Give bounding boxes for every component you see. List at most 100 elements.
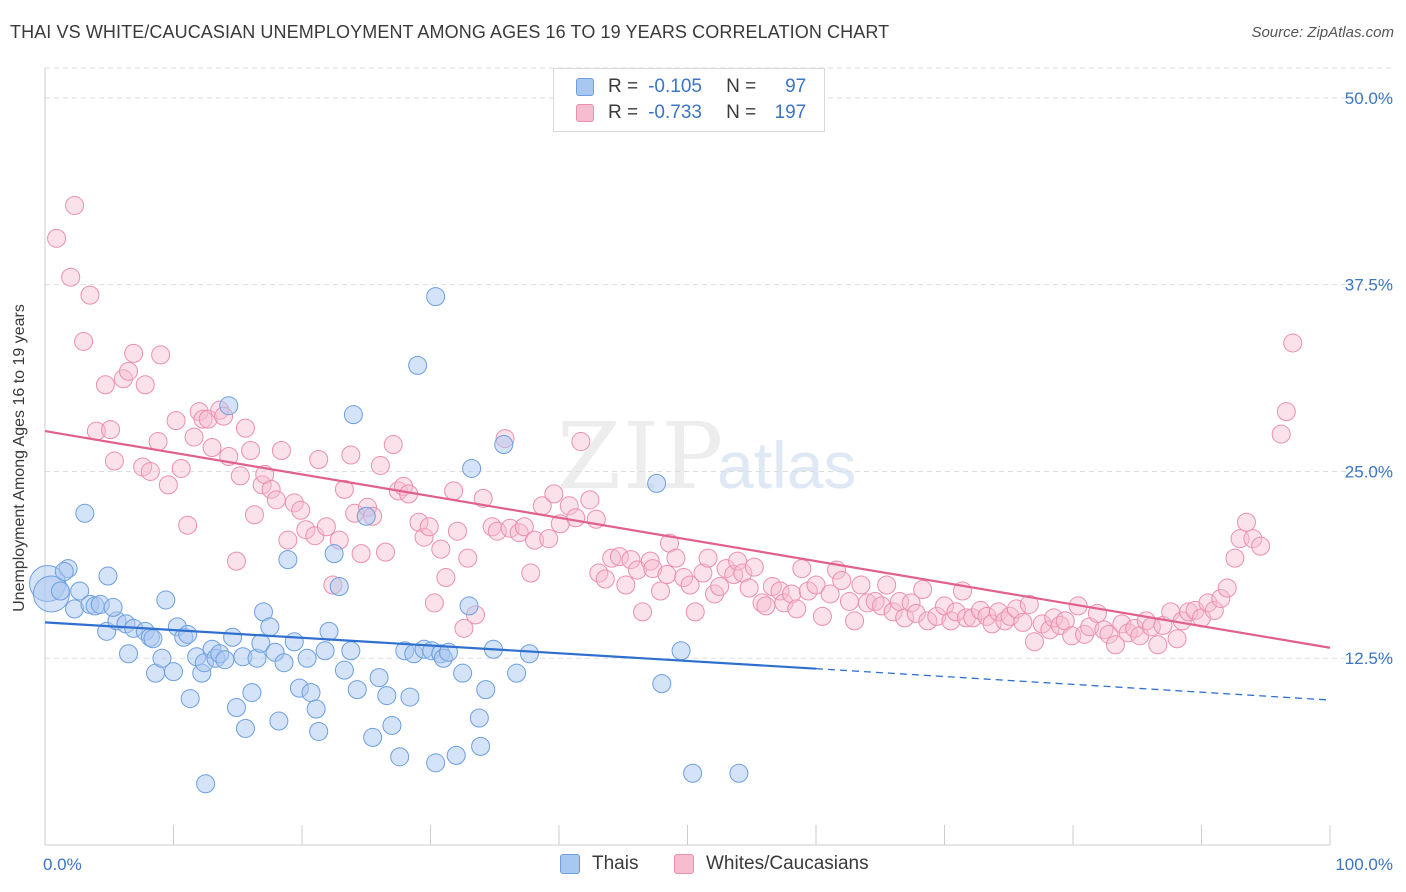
whites-point <box>693 563 713 583</box>
whites-point <box>906 603 926 623</box>
whites-point <box>609 547 629 567</box>
whites-point <box>266 490 286 510</box>
whites-point <box>1179 602 1199 622</box>
legend-swatch-thais <box>576 78 594 96</box>
thais-point <box>369 668 389 688</box>
whites-point <box>1217 578 1237 598</box>
thais-point <box>315 641 335 661</box>
thais-point <box>119 644 139 664</box>
legend-r-label: R = <box>608 76 639 97</box>
whites-point <box>65 195 85 215</box>
thais-point <box>683 763 703 783</box>
x-tick-label: 0.0% <box>43 855 82 874</box>
thais-point <box>356 506 376 526</box>
legend-n-value-whites: 197 <box>774 102 807 123</box>
thais-point <box>426 753 446 773</box>
whites-point <box>193 409 213 429</box>
thais-point <box>453 663 473 683</box>
thais-point <box>215 650 235 670</box>
thais-point <box>341 641 361 661</box>
whites-point <box>101 420 121 440</box>
whites-point <box>651 581 671 601</box>
whites-point <box>544 484 564 504</box>
whites-point <box>1040 620 1060 640</box>
whites-point <box>946 602 966 622</box>
correlation-legend: R = -0.105 N = 97 R = -0.733 N = 197 <box>553 68 825 132</box>
thais-point <box>507 663 527 683</box>
y-axis-label-text: Unemployment Among Ages 16 to 19 years <box>11 304 28 612</box>
whites-point <box>798 581 818 601</box>
whites-point <box>431 539 451 559</box>
whites-point <box>383 435 403 455</box>
whites-point <box>1013 612 1033 632</box>
whites-point <box>787 599 807 619</box>
whites-point <box>1243 529 1263 549</box>
thais-point <box>219 396 239 416</box>
legend-r-label: R = <box>608 102 639 123</box>
thais-point <box>400 687 420 707</box>
whites-point <box>1276 402 1296 422</box>
whites-trendline <box>44 430 1331 649</box>
thais-point <box>50 581 70 601</box>
y-tick-label: 12.5% <box>1345 649 1393 668</box>
whites-point <box>927 606 947 626</box>
whites-point <box>1019 594 1039 614</box>
whites-point <box>1148 635 1168 655</box>
whites-point <box>770 581 790 601</box>
whites-point <box>820 584 840 604</box>
whites-point <box>414 527 434 547</box>
whites-point <box>444 481 464 501</box>
whites-point <box>135 375 155 395</box>
whites-point <box>806 575 826 595</box>
thais-point <box>297 648 317 668</box>
legend-n-value-thais: 97 <box>785 76 807 97</box>
whites-point <box>616 575 636 595</box>
thais-point <box>260 617 280 637</box>
thais-point <box>324 544 344 564</box>
thais-point <box>343 405 363 425</box>
whites-point <box>857 593 877 613</box>
thais-point <box>494 435 514 455</box>
whites-point <box>1283 333 1303 353</box>
whites-point <box>104 451 124 471</box>
whites-point <box>680 575 700 595</box>
whites-point <box>473 488 493 508</box>
thais-point <box>143 629 163 649</box>
thais-point <box>647 473 667 493</box>
thais-point <box>269 711 289 731</box>
whites-point <box>963 608 983 628</box>
thais-point <box>471 736 491 756</box>
thais-point <box>152 648 172 668</box>
thais-point <box>164 662 183 682</box>
thais-point <box>156 590 176 610</box>
whites-point <box>487 521 507 541</box>
legend-r-value-whites: -0.733 <box>648 102 702 123</box>
whites-point <box>376 542 396 562</box>
whites-point <box>158 475 178 495</box>
whites-point <box>559 496 579 516</box>
whites-point <box>284 493 304 513</box>
whites-point <box>640 551 660 571</box>
thais-point <box>54 562 74 582</box>
thais-point <box>284 632 304 652</box>
whites-point <box>539 529 559 549</box>
whites-point <box>291 500 311 520</box>
whites-point <box>918 611 938 631</box>
whites-point <box>657 565 677 585</box>
bottom-legend-label-whites: Whites/Caucasians <box>706 853 869 874</box>
whites-point <box>226 551 246 571</box>
legend-n-label: N = <box>726 76 757 97</box>
bottom-legend-whites: Whites/Caucasians <box>674 852 869 876</box>
thais-point <box>103 597 123 617</box>
whites-point <box>982 614 1002 634</box>
whites-point <box>184 427 204 447</box>
trendlines <box>44 430 1331 701</box>
whites-point <box>851 575 871 595</box>
thais-point <box>363 727 383 747</box>
whites-point <box>792 559 812 579</box>
whites-point <box>839 591 859 611</box>
whites-point <box>845 611 865 631</box>
whites-point <box>514 517 534 537</box>
whites-point <box>1024 632 1044 652</box>
